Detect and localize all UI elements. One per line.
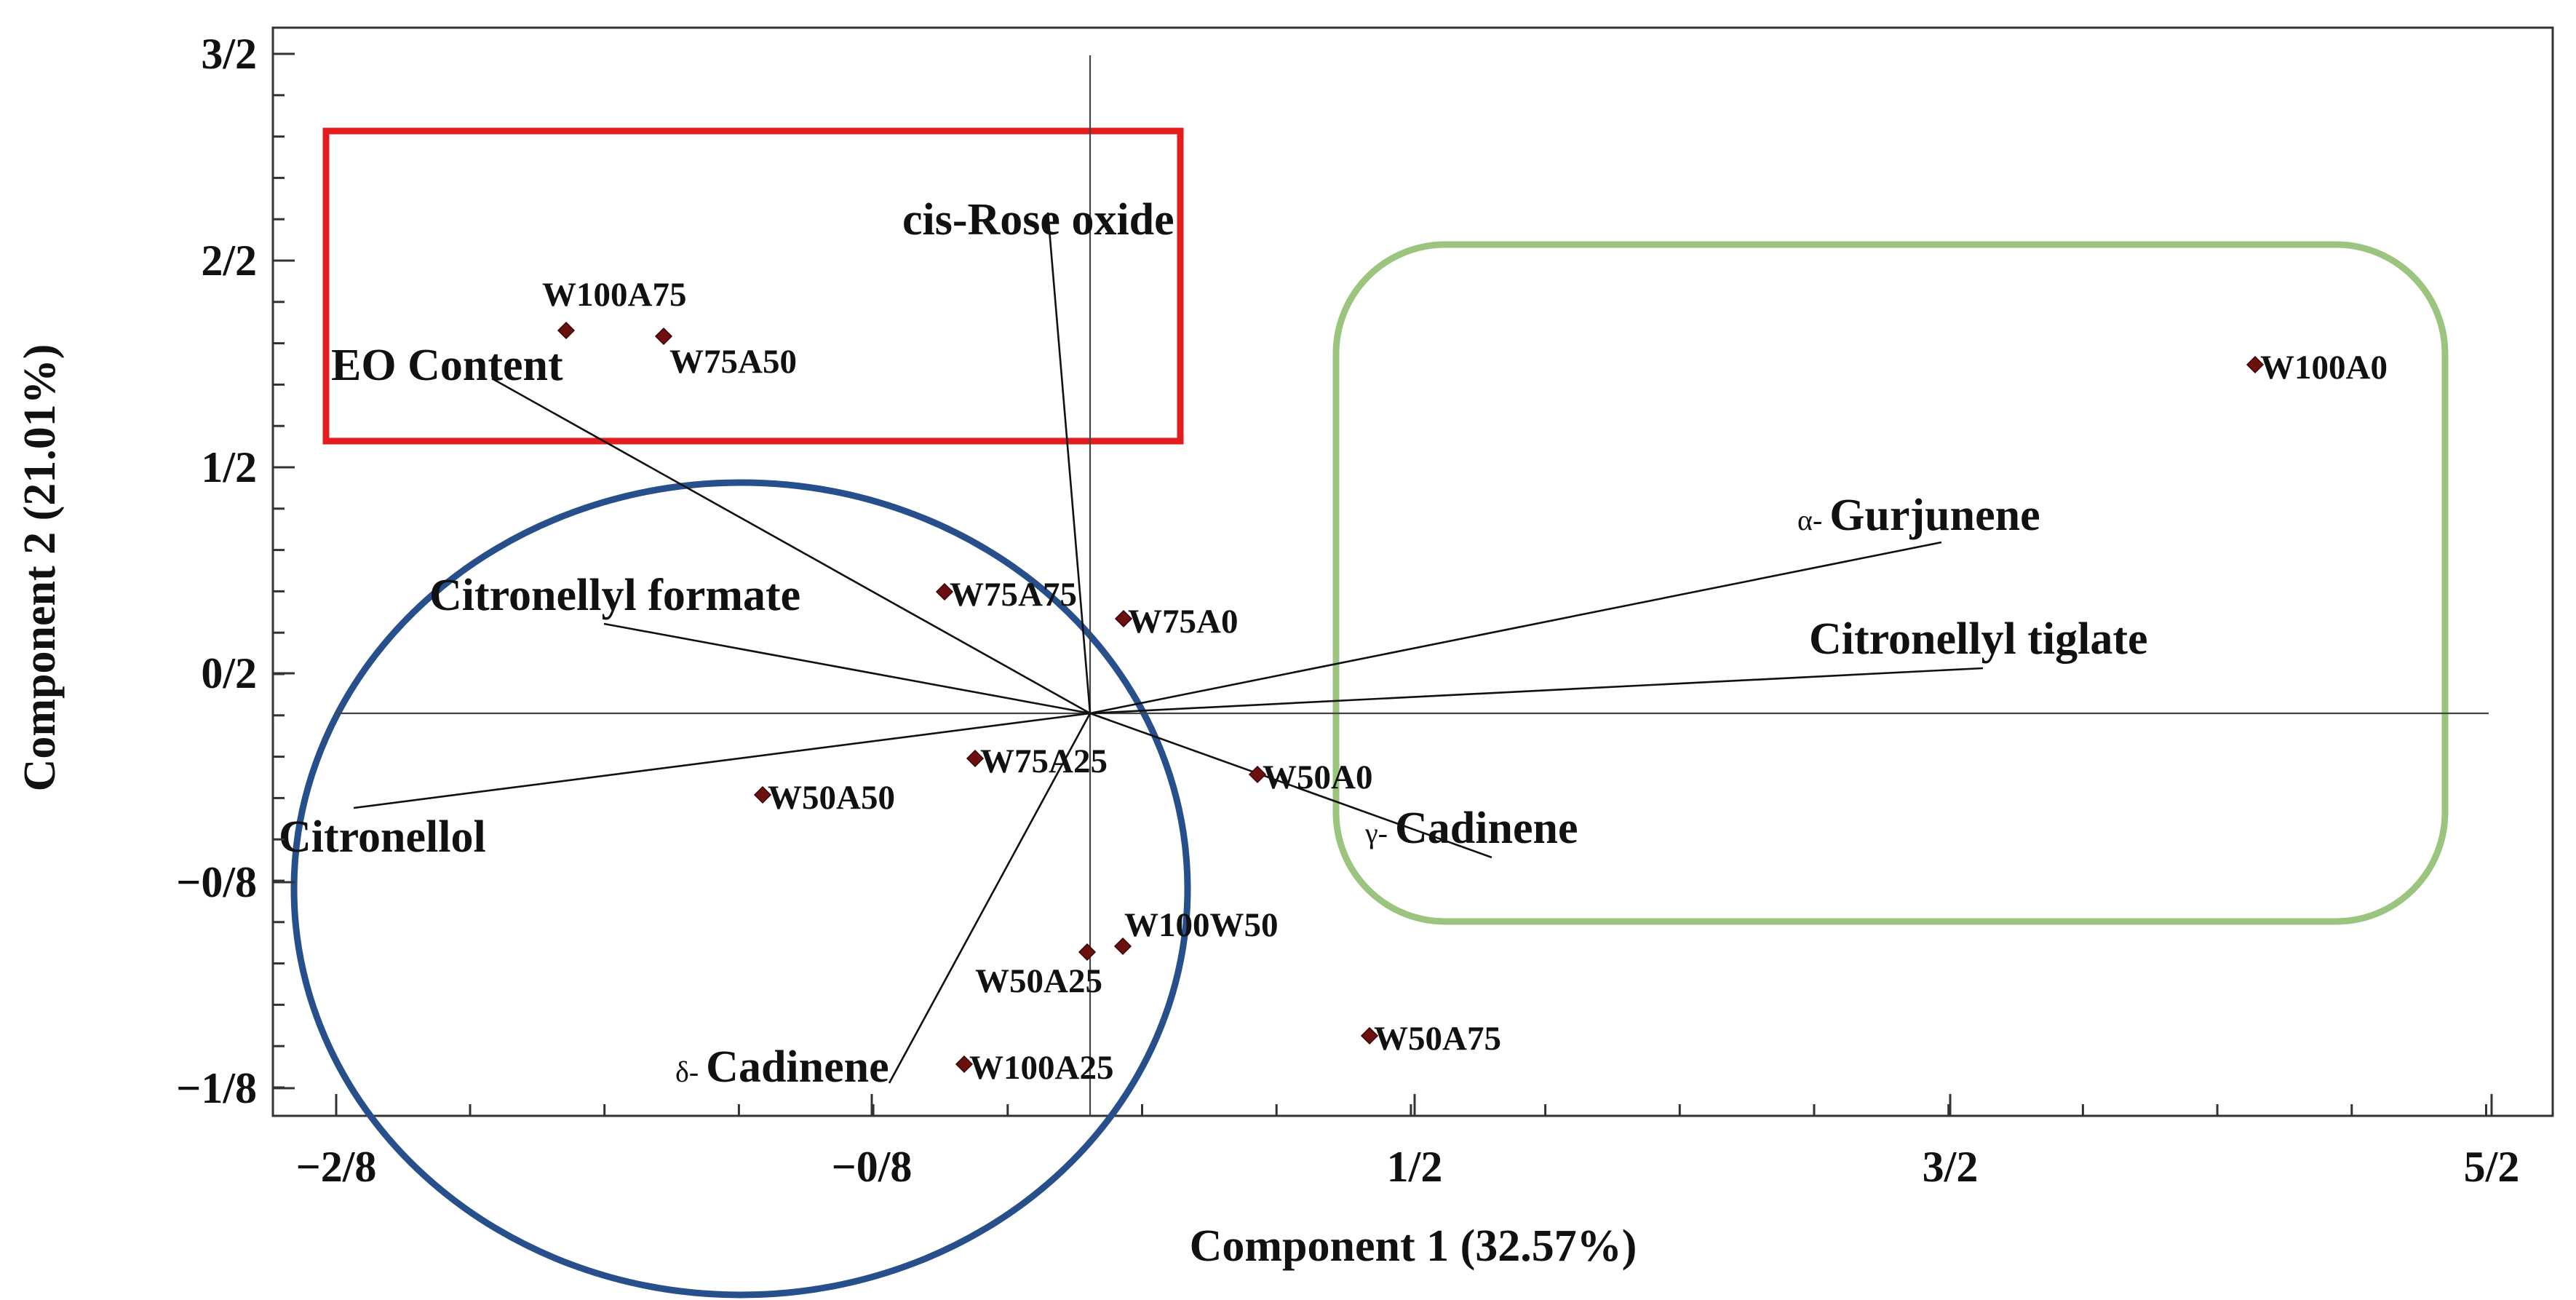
variable-prefix: α- (1797, 504, 1829, 536)
variable-label: α- Gurjunene (1797, 491, 2040, 540)
sample-label: W100A75 (542, 276, 686, 314)
variable-label: cis-Rose oxide (902, 195, 1174, 245)
sample-label: W100A0 (2260, 349, 2388, 387)
x-axis-title: Component 1 (32.57%) (1190, 1221, 1637, 1271)
x-tick-label: 1/2 (1387, 1143, 1443, 1191)
sample-point (1248, 765, 1267, 784)
sample-point (966, 749, 985, 768)
zero-lines (336, 55, 2489, 1116)
variable-label: γ- Cadinene (1364, 804, 1578, 853)
loading-line (888, 713, 1092, 1084)
sample-label: W50A25 (975, 962, 1102, 1000)
loading-line (1089, 667, 1984, 715)
sample-point (1113, 937, 1132, 956)
loading-line (353, 712, 1091, 809)
variable-name: Cadinene (1395, 804, 1578, 853)
loading-line (1046, 212, 1092, 714)
sample-label: W75A25 (980, 742, 1108, 780)
x-tick-label: 5/2 (2464, 1143, 2520, 1191)
sample-label: W75A0 (1128, 603, 1238, 641)
loading-line (1089, 712, 1492, 859)
sample-label: W100A25 (969, 1049, 1113, 1087)
y-tick-label: −0/8 (176, 858, 257, 906)
variable-name: Citronellyl formate (429, 571, 800, 620)
sample-point (2246, 355, 2265, 374)
variable-prefix: γ- (1364, 817, 1395, 849)
sample-point (1078, 943, 1097, 962)
variable-name: Citronellyl tiglate (1809, 614, 2147, 664)
variable-name: Citronellol (279, 812, 486, 862)
loading-line (603, 622, 1091, 715)
variable-name: cis-Rose oxide (902, 195, 1174, 245)
sample-point (557, 321, 576, 340)
axis-ticks: −2/8 −0/8 1/2 3/2 5/2 −1/8 −0/8 0/2 1/2 2/2 3/2 (176, 30, 2519, 1191)
y-axis-title: Component 2 (21.01%) (15, 344, 65, 792)
sample-label: W100W50 (1124, 906, 1279, 944)
x-tick-label: 3/2 (1923, 1143, 1979, 1191)
sample-point (955, 1055, 974, 1074)
sample-label: W50A50 (768, 779, 895, 817)
variable-label: Citronellol (279, 812, 486, 862)
loading-line (1089, 541, 1942, 715)
group-outline-rounded-rectangle (1332, 241, 2449, 925)
loading-line (491, 377, 1091, 715)
variable-prefix: δ- (675, 1055, 706, 1088)
y-tick-label: 0/2 (201, 649, 257, 697)
sample-label: W50A75 (1374, 1020, 1501, 1058)
variable-label: Citronellyl formate (429, 571, 800, 620)
sample-label: W75A75 (950, 576, 1077, 614)
group-outlines (290, 127, 2449, 1299)
variable-name: EO Content (331, 341, 563, 390)
group-outline-rectangle (322, 127, 1184, 445)
sample-label: W50A0 (1263, 758, 1372, 796)
variable-label: EO Content (331, 341, 563, 390)
plot-border (271, 26, 2554, 1117)
sample-point (654, 327, 673, 346)
x-tick-label: −0/8 (832, 1143, 913, 1191)
sample-point (1114, 609, 1133, 628)
sample-points: W100A75 W75A50 W100A0 W75A75 W75A0 W75A25 W50A… (542, 276, 2388, 1087)
variable-name: Gurjunene (1829, 491, 2040, 540)
y-tick-label: −1/8 (176, 1064, 257, 1112)
group-outline-ellipse (290, 479, 1191, 1299)
sample-point (1360, 1026, 1379, 1045)
sample-label: W75A50 (669, 343, 797, 381)
variable-name: Cadinene (706, 1042, 889, 1092)
sample-point (935, 582, 954, 601)
y-tick-label: 3/2 (201, 30, 257, 78)
y-tick-label: 1/2 (201, 443, 257, 491)
x-tick-label: −2/8 (296, 1143, 377, 1191)
variable-label: δ- Cadinene (675, 1042, 889, 1092)
plot-frame (271, 26, 2554, 1117)
variable-label: Citronellyl tiglate (1809, 614, 2147, 664)
y-tick-label: 2/2 (201, 237, 257, 285)
sample-point (753, 785, 772, 804)
variable-loadings: cis-Rose oxide EO Content α- Gurjunene Citr… (279, 195, 2147, 1092)
